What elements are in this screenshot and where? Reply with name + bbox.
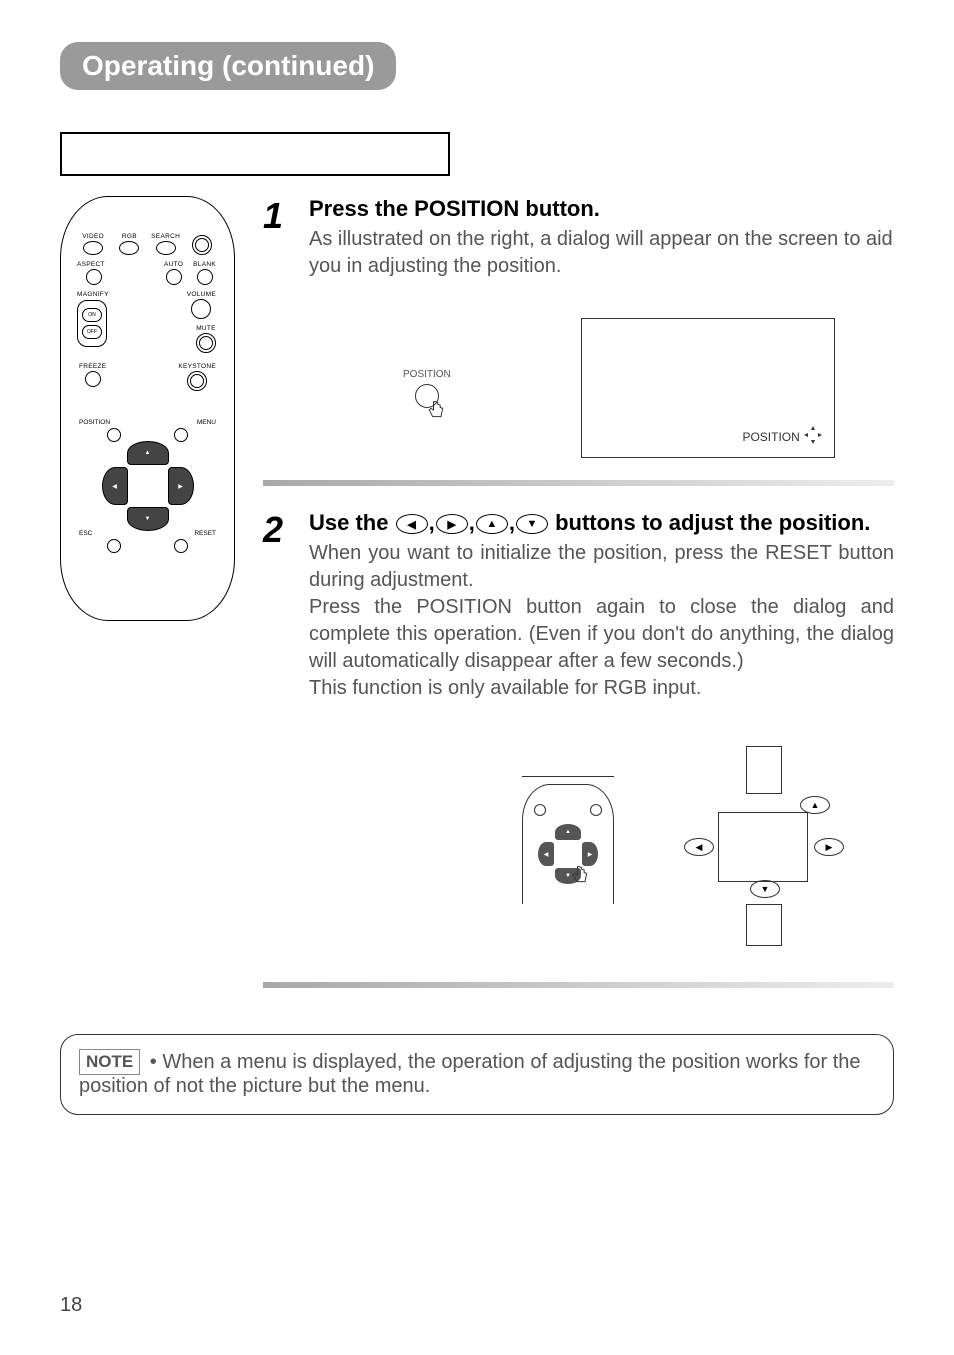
up-button-icon: ▲ bbox=[476, 514, 508, 534]
esc-button bbox=[107, 539, 121, 553]
rp-up-icon: ▲ bbox=[555, 824, 581, 840]
rp-right-icon: ▶ bbox=[582, 842, 598, 866]
press-label: POSITION bbox=[403, 369, 451, 380]
note-label: NOTE bbox=[79, 1049, 140, 1075]
page-number: 18 bbox=[60, 1294, 82, 1317]
auto-button bbox=[166, 269, 182, 285]
blank-label: BLANK bbox=[193, 261, 216, 268]
mute-button bbox=[196, 333, 216, 353]
magnify-label: MAGNIFY bbox=[75, 291, 140, 298]
standby-button bbox=[192, 235, 212, 255]
step2-text1: When you want to initialize the position… bbox=[309, 540, 894, 594]
screen-dialog: POSITION bbox=[581, 318, 835, 458]
step2-text3: This function is only available for RGB … bbox=[309, 675, 894, 702]
step1-number: 1 bbox=[263, 198, 295, 280]
divider-bar bbox=[263, 480, 894, 486]
search-button bbox=[156, 241, 176, 255]
freeze-button bbox=[85, 371, 101, 387]
step2-text2: Press the POSITION button again to close… bbox=[309, 594, 894, 675]
volume-button bbox=[191, 299, 211, 319]
remote-partial-illustration: ▲ ▼ ◀ ▶ bbox=[522, 776, 614, 916]
step1-text: As illustrated on the right, a dialog wi… bbox=[309, 226, 894, 280]
dpad-down: ▼ bbox=[127, 507, 169, 531]
rp-left-icon: ◀ bbox=[538, 842, 554, 866]
dpad-left: ◀ bbox=[102, 467, 128, 505]
magnify-group: ON OFF bbox=[77, 300, 107, 347]
right-button-icon: ▶ bbox=[436, 514, 468, 534]
grid-top-square bbox=[746, 746, 782, 794]
search-label: SEARCH bbox=[148, 233, 184, 240]
press-illustration: POSITION bbox=[403, 369, 451, 408]
dpad-up: ▲ bbox=[127, 441, 169, 465]
subtitle-box bbox=[60, 132, 450, 176]
grid-main-square bbox=[718, 812, 808, 882]
dpad: ▲ ▼ ◀ ▶ ENTER bbox=[98, 441, 198, 531]
rgb-button bbox=[119, 241, 139, 255]
position-label: POSITION bbox=[79, 419, 110, 426]
grid-right-button: ▶ bbox=[814, 838, 844, 856]
screen-position-label: POSITION bbox=[742, 430, 799, 444]
note-text: • When a menu is displayed, the operatio… bbox=[79, 1051, 861, 1097]
reset-label: RESET bbox=[194, 530, 216, 537]
rgb-label: RGB bbox=[111, 233, 147, 240]
aspect-label: ASPECT bbox=[77, 261, 111, 268]
section-title: Operating (continued) bbox=[60, 42, 396, 90]
video-button bbox=[83, 241, 103, 255]
position-grid-illustration: ▲ ▼ ◀ ▶ bbox=[664, 746, 864, 946]
step2-title: Use the ◀,▶,▲,▼ buttons to adjust the po… bbox=[309, 510, 894, 536]
menu-button bbox=[174, 428, 188, 442]
mute-label: MUTE bbox=[196, 325, 216, 332]
auto-label: AUTO bbox=[164, 261, 183, 268]
position-button bbox=[107, 428, 121, 442]
aspect-button bbox=[86, 269, 102, 285]
direction-icon bbox=[804, 426, 822, 447]
freeze-label: FREEZE bbox=[79, 363, 106, 370]
menu-label: MENU bbox=[197, 419, 216, 426]
dpad-right: ▶ bbox=[168, 467, 194, 505]
esc-label: ESC bbox=[79, 530, 92, 537]
note-box: NOTE • When a menu is displayed, the ope… bbox=[60, 1034, 894, 1115]
reset-button bbox=[174, 539, 188, 553]
hand-icon bbox=[570, 864, 590, 886]
grid-bottom-square bbox=[746, 904, 782, 946]
step1-title: Press the POSITION button. bbox=[309, 196, 894, 222]
keystone-button bbox=[187, 371, 207, 391]
volume-label: VOLUME bbox=[187, 291, 216, 298]
down-button-icon: ▼ bbox=[516, 514, 548, 534]
grid-down-button: ▼ bbox=[750, 880, 780, 898]
blank-button bbox=[197, 269, 213, 285]
press-button-icon bbox=[415, 384, 439, 408]
keystone-label: KEYSTONE bbox=[178, 363, 216, 370]
step2-title-post: buttons to adjust the position. bbox=[549, 510, 870, 535]
dpad-enter: ENTER bbox=[130, 469, 166, 503]
remote-diagram: VIDEO RGB SEARCH ASPECT AUTO BLANK MAGNI… bbox=[60, 196, 235, 621]
magnify-on: ON bbox=[82, 308, 102, 322]
magnify-off: OFF bbox=[82, 325, 102, 339]
step2-title-pre: Use the bbox=[309, 510, 395, 535]
video-label: VIDEO bbox=[75, 233, 111, 240]
hand-icon bbox=[426, 399, 446, 421]
divider-bar bbox=[263, 982, 894, 988]
grid-left-button: ◀ bbox=[684, 838, 714, 856]
grid-up-button: ▲ bbox=[800, 796, 830, 814]
left-button-icon: ◀ bbox=[396, 514, 428, 534]
step2-number: 2 bbox=[263, 512, 295, 702]
